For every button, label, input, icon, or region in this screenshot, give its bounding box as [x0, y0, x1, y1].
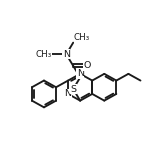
Text: O: O: [83, 61, 91, 70]
Text: N: N: [77, 69, 84, 78]
Text: CH₃: CH₃: [35, 50, 52, 59]
Text: N: N: [63, 50, 70, 59]
Text: CH₃: CH₃: [74, 33, 90, 42]
Text: N: N: [65, 89, 72, 98]
Text: S: S: [70, 85, 76, 94]
